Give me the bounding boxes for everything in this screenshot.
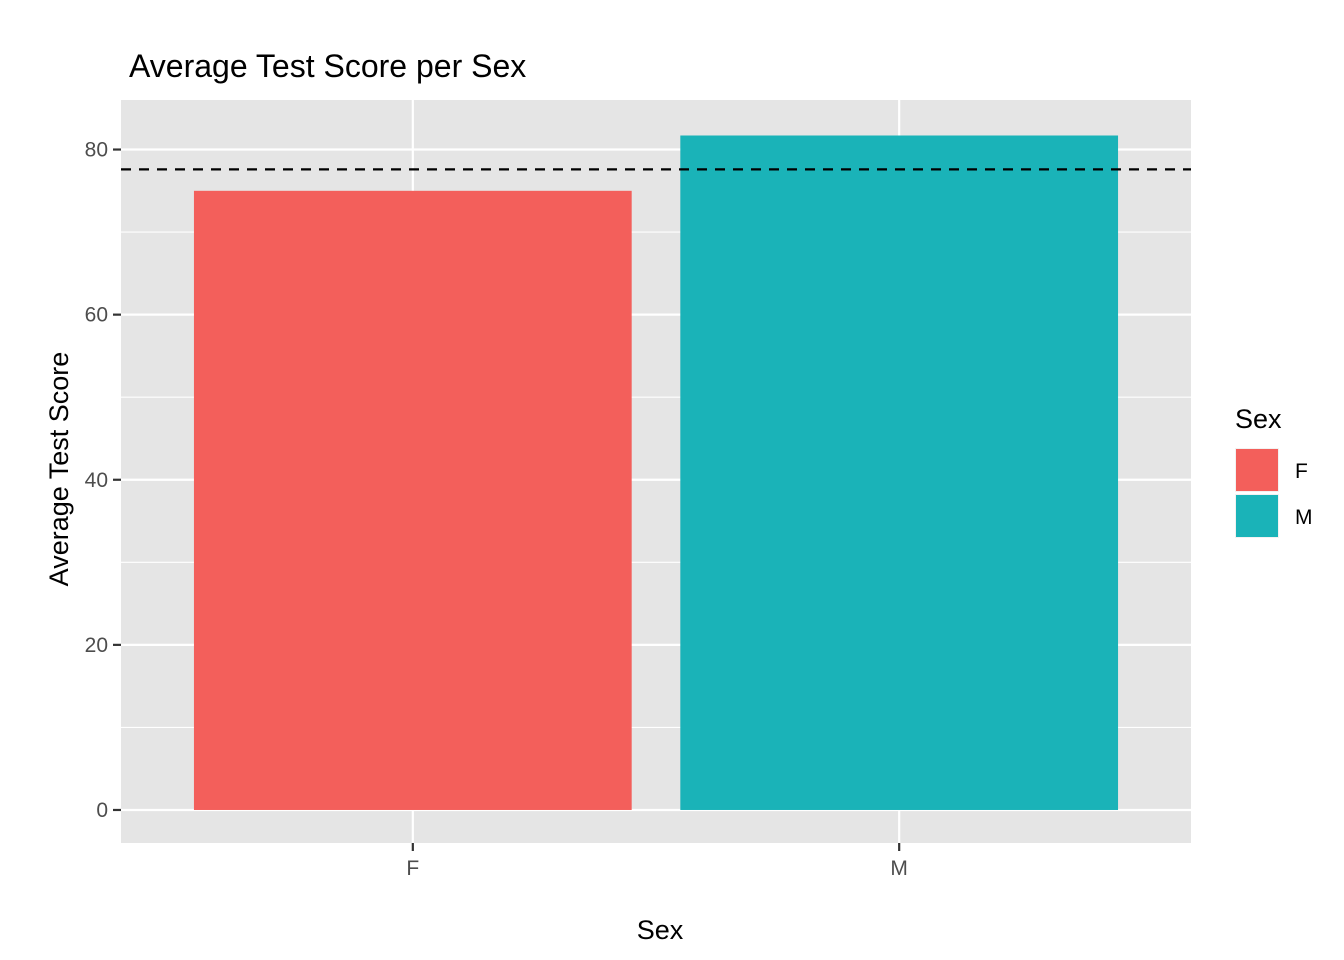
legend-entries: FM bbox=[1235, 448, 1313, 538]
legend-title: Sex bbox=[1235, 404, 1282, 434]
bars bbox=[193, 135, 1119, 810]
y-tick-label: 80 bbox=[85, 139, 108, 162]
legend-label-f: F bbox=[1295, 460, 1308, 483]
legend-swatch-f bbox=[1236, 449, 1278, 491]
x-tick-label: F bbox=[406, 857, 419, 880]
y-tick-label: 40 bbox=[85, 469, 108, 492]
x-tick-label: M bbox=[890, 857, 908, 880]
bar-m bbox=[680, 135, 1119, 810]
legend-swatch-m bbox=[1236, 495, 1278, 537]
y-axis-ticks: 0 20 40 60 80 bbox=[85, 139, 121, 822]
y-tick-label: 20 bbox=[85, 634, 108, 657]
x-axis-title: Sex bbox=[637, 915, 684, 945]
bar-f bbox=[193, 190, 632, 810]
y-tick-label: 60 bbox=[85, 304, 108, 327]
y-tick-label: 0 bbox=[96, 799, 108, 822]
legend-label-m: M bbox=[1295, 506, 1313, 529]
chart-title: Average Test Score per Sex bbox=[129, 48, 526, 84]
y-axis-title: Average Test Score bbox=[44, 352, 74, 587]
legend: Sex FM bbox=[1235, 404, 1313, 538]
